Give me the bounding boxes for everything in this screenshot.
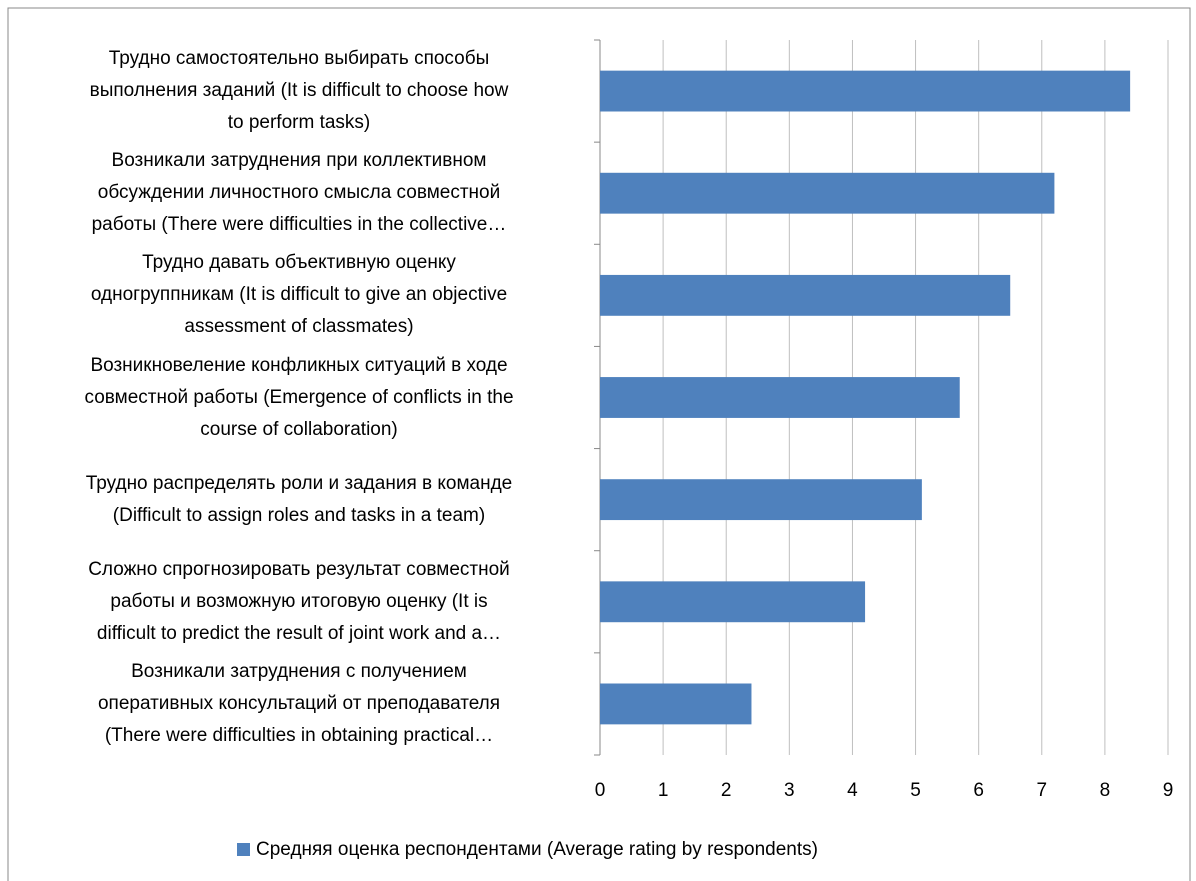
- x-tick-label: 8: [1100, 780, 1111, 801]
- x-tick-label: 9: [1163, 780, 1174, 801]
- x-tick-label: 0: [595, 780, 606, 801]
- bar: [600, 377, 960, 418]
- x-tick-label: 3: [784, 780, 795, 801]
- x-tick-label: 6: [973, 780, 984, 801]
- y-tick-label: Трудно самостоятельно выбирать способы в…: [89, 48, 509, 134]
- chart-border: [7, 7, 1191, 881]
- bar: [600, 683, 752, 725]
- x-tick-label: 2: [721, 780, 732, 801]
- bar: [600, 274, 1011, 316]
- y-tick-label: Возникновеление конфликных ситуаций в хо…: [84, 354, 514, 440]
- x-tick-label: 1: [658, 780, 669, 801]
- bar: [600, 581, 866, 623]
- y-tick-label: Возникали затруднения с получением опера…: [97, 660, 501, 746]
- bar: [600, 70, 1131, 112]
- x-tick-label: 4: [847, 780, 858, 801]
- y-tick-label: Трудно распределять роли и задания в ком…: [85, 472, 513, 526]
- y-tick-label: Трудно давать объективную оценку одногру…: [90, 252, 508, 338]
- x-tick-label: 7: [1036, 780, 1047, 801]
- x-tick-label: 5: [910, 780, 921, 801]
- bar: [600, 172, 1055, 214]
- legend-swatch: [237, 843, 250, 856]
- bar: [600, 479, 922, 521]
- y-tick-label: Сложно спрогнозировать результат совмест…: [88, 558, 510, 644]
- legend-label: Средняя оценка респондентами (Average ra…: [256, 839, 818, 860]
- y-tick-label: Возникали затруднения при коллективном о…: [91, 150, 507, 236]
